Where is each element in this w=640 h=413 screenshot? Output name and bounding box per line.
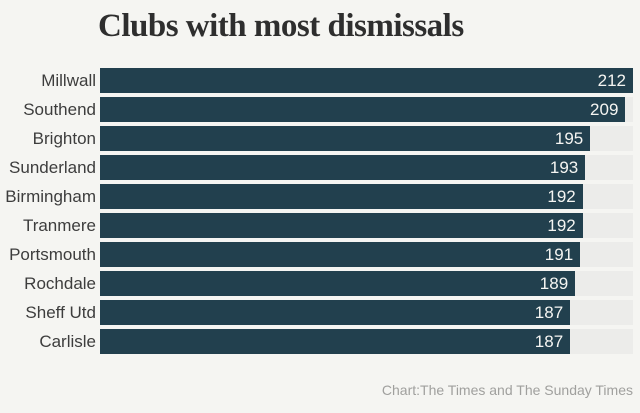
category-label: Brighton — [32, 128, 96, 148]
value-label: 192 — [547, 215, 576, 235]
category-label: Sunderland — [9, 157, 96, 177]
category-label: Millwall — [41, 70, 96, 90]
value-label: 189 — [539, 273, 569, 293]
source-attribution: Chart:The Times and The Sunday Times — [381, 382, 633, 398]
bar-row: Portsmouth 191 — [0, 242, 640, 267]
bar-track: 193 — [100, 155, 633, 180]
bar-track: 189 — [100, 271, 633, 296]
bar-row: Sunderland 193 — [0, 155, 640, 180]
bar: 187 — [100, 329, 571, 354]
value-label: 209 — [590, 99, 619, 119]
bar-row: Birmingham 192 — [0, 184, 640, 209]
bar-row: Southend 209 — [0, 97, 640, 122]
value-label: 212 — [597, 70, 626, 90]
value-label: 191 — [544, 244, 574, 264]
bar-track: 187 — [100, 300, 633, 325]
chart-title: Clubs with most dismissals — [98, 8, 464, 44]
category-label: Birmingham — [5, 186, 96, 206]
bar-track: 209 — [100, 97, 633, 122]
bar-track: 191 — [100, 242, 633, 267]
bar-row: Sheff Utd 187 — [0, 300, 640, 325]
bar: 193 — [100, 155, 586, 180]
value-label: 192 — [547, 186, 576, 206]
bar: 191 — [100, 242, 581, 267]
bar: 189 — [100, 271, 576, 296]
bar-row: Tranmere 192 — [0, 213, 640, 238]
bar: 212 — [100, 68, 633, 93]
category-label: Rochdale — [24, 273, 96, 293]
bar-track: 187 — [100, 329, 633, 354]
bar-chart: Millwall 212 Southend 209 Brighton 195 — [0, 68, 640, 358]
bar-track: 195 — [100, 126, 633, 151]
value-label: 195 — [554, 128, 584, 148]
category-label: Tranmere — [22, 215, 96, 235]
bar: 187 — [100, 300, 571, 325]
bar-row: Rochdale 189 — [0, 271, 640, 296]
category-label: Carlisle — [39, 331, 96, 351]
value-label: 187 — [534, 331, 564, 351]
bar-track: 212 — [100, 68, 633, 93]
bar-row: Brighton 195 — [0, 126, 640, 151]
category-label: Southend — [23, 99, 96, 119]
bar-row: Millwall 212 — [0, 68, 640, 93]
bar: 209 — [100, 97, 626, 122]
bar: 192 — [100, 184, 583, 209]
value-label: 193 — [549, 157, 579, 177]
bar-track: 192 — [100, 184, 633, 209]
bar: 192 — [100, 213, 583, 238]
bar-track: 192 — [100, 213, 633, 238]
category-label: Portsmouth — [9, 244, 96, 264]
bar: 195 — [100, 126, 591, 151]
bar-row: Carlisle 187 — [0, 329, 640, 354]
value-label: 187 — [534, 302, 564, 322]
category-label: Sheff Utd — [25, 302, 96, 322]
